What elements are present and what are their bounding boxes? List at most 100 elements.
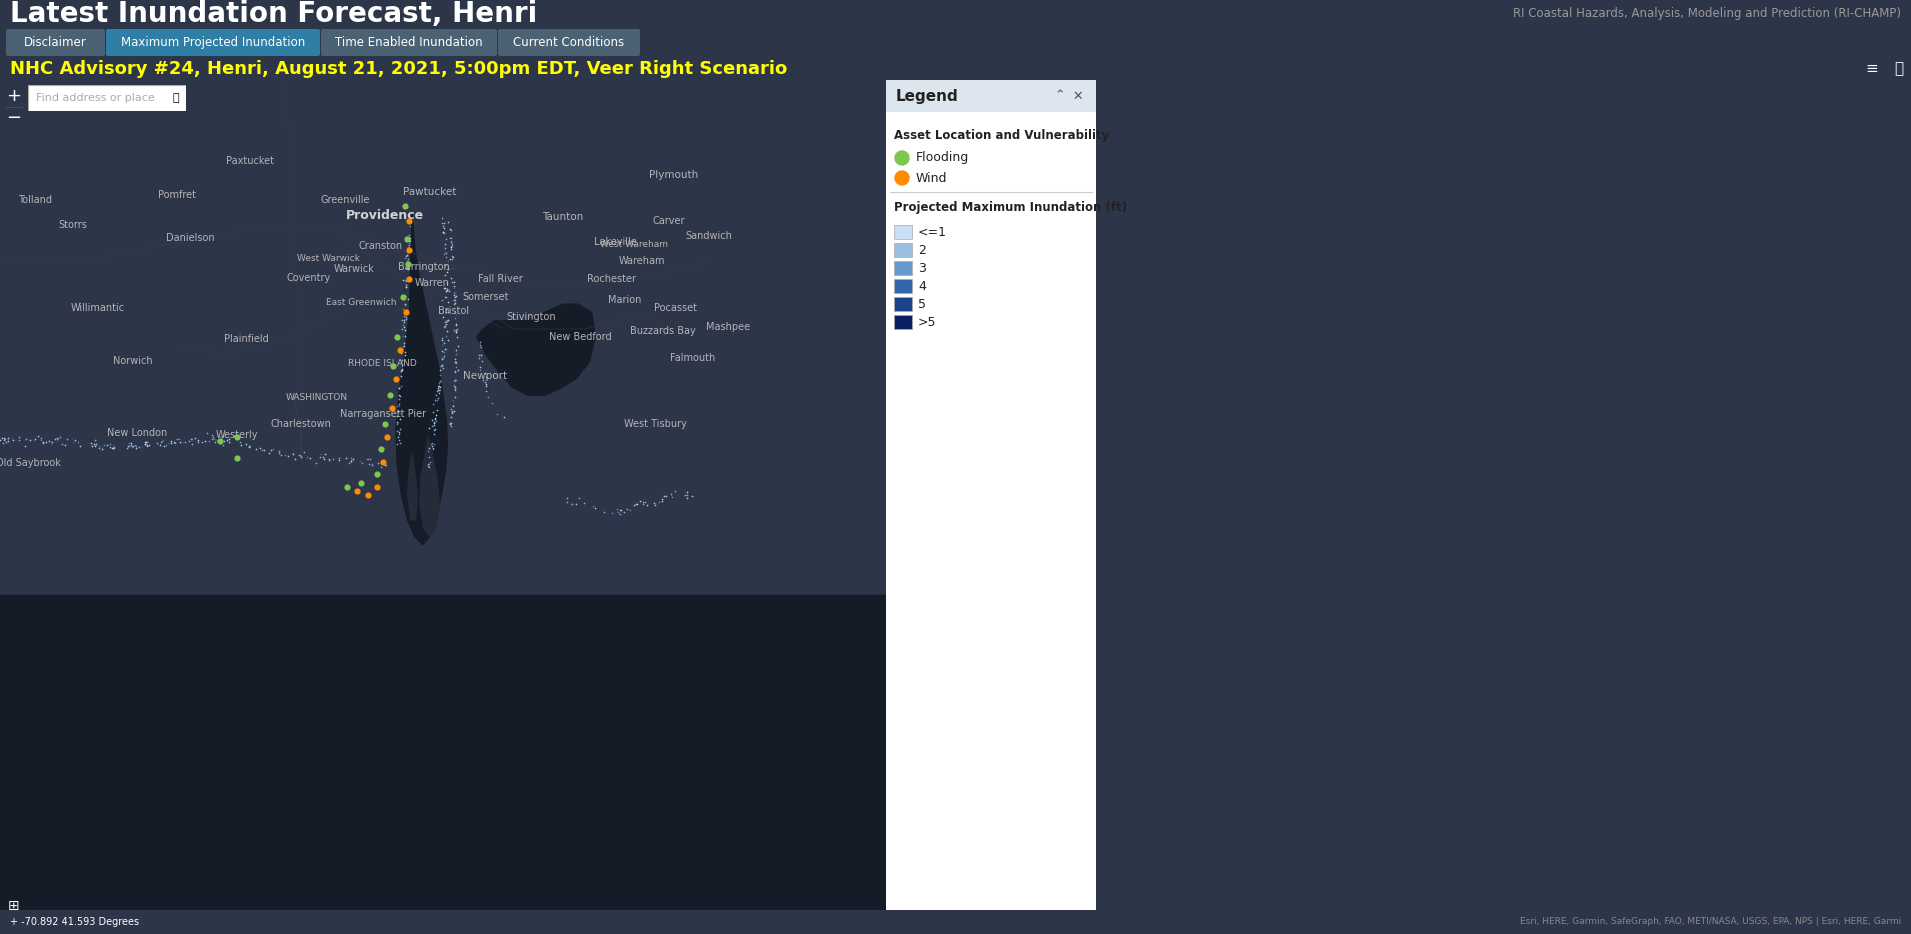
Point — [384, 374, 415, 389]
Point — [279, 452, 310, 467]
Point — [392, 232, 422, 247]
Point — [422, 392, 453, 407]
Point — [428, 350, 459, 365]
Point — [130, 434, 161, 449]
Point — [417, 442, 447, 457]
Point — [208, 433, 239, 448]
Point — [432, 282, 462, 297]
Point — [99, 440, 130, 455]
Text: Plymouth: Plymouth — [648, 170, 698, 180]
Text: Time Enabled Inundation: Time Enabled Inundation — [334, 36, 483, 49]
Point — [363, 479, 394, 494]
Point — [36, 434, 67, 449]
Point — [55, 431, 86, 446]
Point — [422, 383, 453, 398]
Text: ≡: ≡ — [1865, 61, 1879, 76]
Point — [382, 415, 413, 430]
Point — [436, 241, 466, 256]
Point — [384, 421, 415, 436]
Point — [382, 330, 413, 345]
Point — [147, 433, 178, 448]
Point — [350, 455, 380, 470]
Text: Esri, HERE, Garmin, SafeGraph, FAO, METI/NASA, USGS, EPA, NPS | Esri, HERE, Garm: Esri, HERE, Garmin, SafeGraph, FAO, METI… — [1519, 917, 1901, 927]
Point — [25, 432, 55, 447]
Text: 3: 3 — [917, 262, 925, 275]
Text: Lakeville: Lakeville — [594, 237, 636, 247]
Text: Warren: Warren — [415, 278, 449, 289]
Point — [145, 434, 176, 449]
Point — [197, 428, 227, 443]
Text: 4: 4 — [917, 279, 925, 292]
Point — [440, 322, 470, 337]
Point — [97, 441, 128, 456]
Point — [564, 490, 594, 505]
Point — [430, 314, 461, 329]
Text: WASHINGTON: WASHINGTON — [287, 392, 348, 402]
Point — [440, 305, 470, 320]
Point — [440, 322, 470, 337]
Point — [25, 431, 55, 446]
Point — [19, 432, 50, 447]
Point — [124, 440, 155, 455]
Circle shape — [894, 171, 910, 185]
Point — [394, 272, 424, 287]
Point — [390, 248, 420, 263]
Point — [176, 432, 206, 446]
Point — [0, 432, 19, 446]
Point — [50, 437, 80, 452]
Point — [440, 285, 470, 300]
Point — [438, 236, 468, 251]
Point — [648, 488, 678, 503]
Text: Projected Maximum Inundation (ft): Projected Maximum Inundation (ft) — [894, 202, 1127, 215]
Point — [382, 417, 413, 432]
Point — [0, 431, 19, 446]
Point — [306, 447, 336, 462]
Point — [352, 488, 382, 502]
Point — [441, 330, 472, 345]
Point — [241, 441, 271, 456]
Polygon shape — [476, 304, 596, 395]
Point — [413, 459, 443, 474]
Point — [164, 434, 195, 449]
Point — [552, 494, 583, 509]
Point — [417, 447, 447, 462]
Point — [428, 219, 459, 234]
Point — [287, 449, 317, 464]
Point — [386, 321, 417, 336]
Point — [117, 440, 147, 455]
Point — [596, 506, 627, 521]
Point — [386, 346, 417, 361]
Point — [392, 272, 422, 287]
Point — [470, 378, 501, 393]
Point — [269, 447, 300, 462]
Point — [363, 456, 394, 471]
Point — [419, 415, 449, 430]
Point — [346, 475, 376, 490]
Polygon shape — [420, 437, 440, 536]
Point — [466, 347, 497, 362]
Point — [222, 430, 252, 445]
Point — [394, 244, 424, 259]
Point — [440, 389, 470, 404]
Point — [441, 343, 472, 358]
Point — [394, 239, 424, 254]
Point — [440, 296, 470, 311]
Point — [382, 403, 413, 418]
Point — [419, 417, 449, 432]
Point — [464, 347, 495, 362]
Point — [436, 274, 466, 289]
Point — [386, 361, 417, 376]
Point — [430, 280, 461, 295]
Point — [441, 317, 472, 332]
Point — [115, 438, 145, 453]
Bar — [894, 225, 912, 239]
Point — [417, 418, 447, 433]
Point — [419, 397, 449, 412]
Point — [384, 389, 415, 403]
Point — [441, 310, 472, 325]
Point — [428, 309, 459, 324]
Point — [394, 252, 424, 267]
Point — [430, 250, 461, 265]
Point — [357, 458, 388, 473]
Point — [422, 380, 453, 395]
